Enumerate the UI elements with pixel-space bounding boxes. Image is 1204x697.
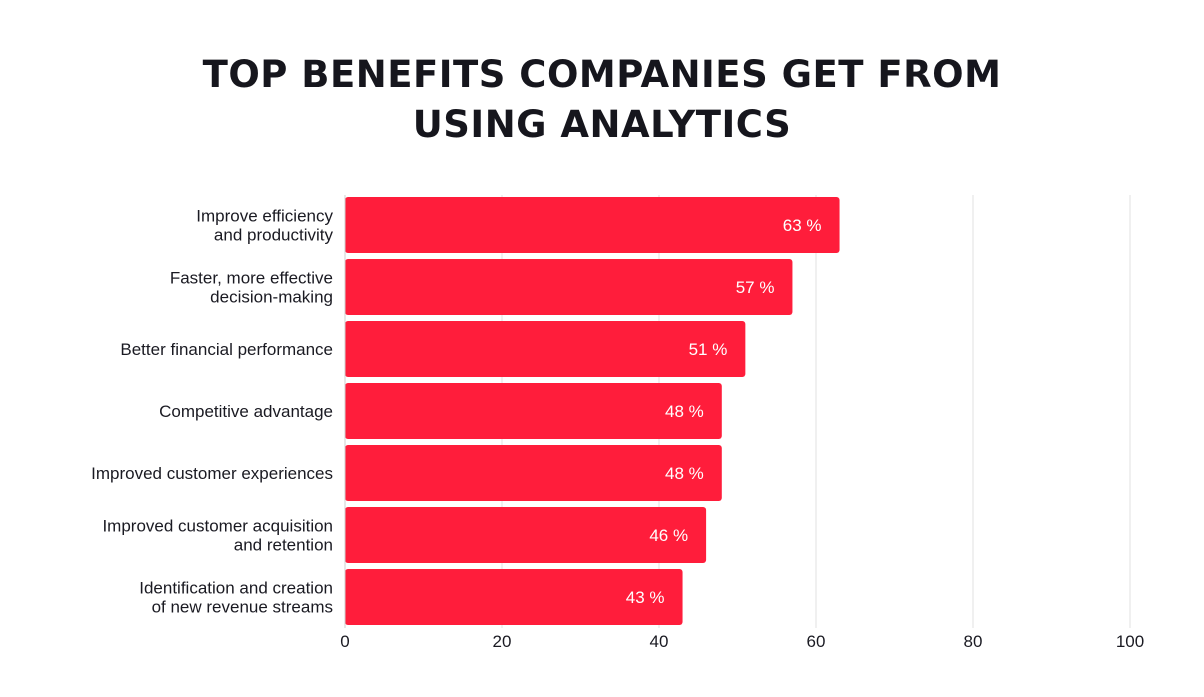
category-label-4: Competitive advantage xyxy=(159,402,333,421)
category-label-line: Competitive advantage xyxy=(159,402,333,421)
bar-2 xyxy=(345,259,793,315)
bar-4 xyxy=(345,383,722,439)
category-label-line: Identification and creation xyxy=(139,579,333,598)
chart-title-line-1: TOP BENEFITS COMPANIES GET FROM xyxy=(202,53,1002,96)
x-tick-label-100: 100 xyxy=(1116,632,1144,651)
value-label-3: 51 % xyxy=(689,340,728,359)
category-label-line: Faster, more effective xyxy=(170,269,333,288)
x-tick-label-0: 0 xyxy=(340,632,349,651)
category-label-line: Improved customer acquisition xyxy=(102,517,333,536)
x-tick-label-80: 80 xyxy=(964,632,983,651)
category-label-line: and retention xyxy=(234,536,333,555)
value-label-4: 48 % xyxy=(665,402,704,421)
bar-3 xyxy=(345,321,746,377)
category-label-1: Improve efficiency and productivity xyxy=(196,207,333,245)
category-label-line: and productivity xyxy=(214,226,334,245)
bar-5 xyxy=(345,445,722,501)
bar-7 xyxy=(345,569,683,625)
category-label-5: Improved customer experiences xyxy=(91,464,333,483)
value-label-6: 46 % xyxy=(649,526,688,545)
x-tick-label-60: 60 xyxy=(807,632,826,651)
chart-title: TOP BENEFITS COMPANIES GET FROM USING AN… xyxy=(0,50,1204,150)
chart-title-line-2: USING ANALYTICS xyxy=(412,103,792,146)
category-label-2: Faster, more effective decision-making xyxy=(170,269,333,307)
category-label-line: Improved customer experiences xyxy=(91,464,333,483)
x-tick-label-20: 20 xyxy=(493,632,512,651)
category-label-line: Better financial performance xyxy=(120,340,333,359)
x-tick-label-40: 40 xyxy=(650,632,669,651)
category-label-3: Better financial performance xyxy=(120,340,333,359)
category-label-line: of new revenue streams xyxy=(152,598,333,617)
category-label-line: decision-making xyxy=(210,288,333,307)
bar-1 xyxy=(345,197,840,253)
value-label-5: 48 % xyxy=(665,464,704,483)
value-label-2: 57 % xyxy=(736,278,775,297)
category-label-6: Improved customer acquisition and retenti… xyxy=(102,517,333,555)
category-label-line: Improve efficiency xyxy=(196,207,333,226)
category-label-7: Identification and creation of new revenu… xyxy=(139,579,333,617)
value-label-7: 43 % xyxy=(626,588,665,607)
value-label-1: 63 % xyxy=(783,216,822,235)
bar-6 xyxy=(345,507,707,563)
